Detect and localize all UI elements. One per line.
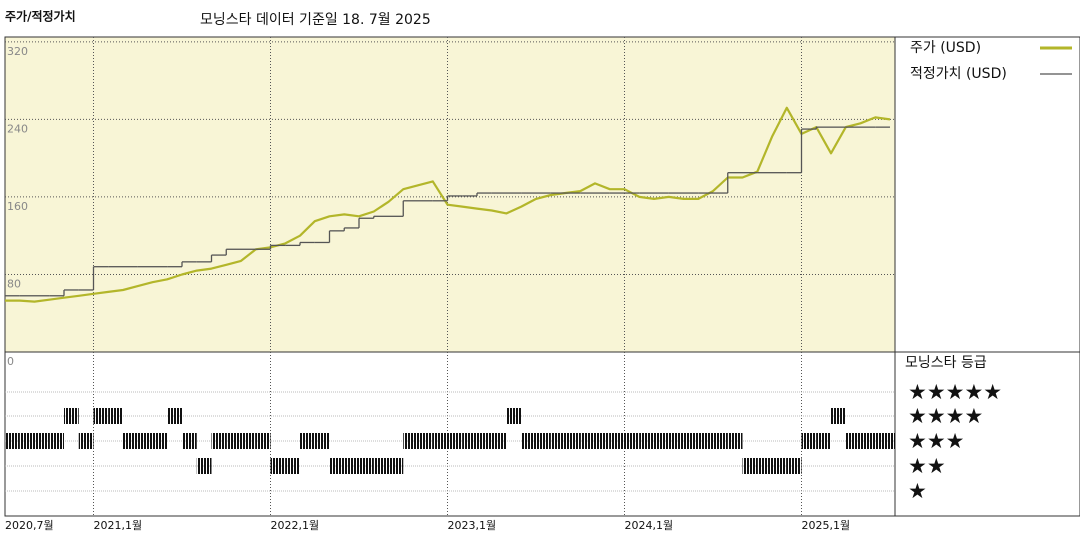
plot-background (5, 37, 895, 352)
rating-bar (285, 458, 300, 474)
rating-bar (241, 433, 256, 449)
y-tick-label: 160 (7, 200, 28, 213)
rating-bar (93, 408, 109, 424)
rating-bar (757, 458, 772, 474)
rating-bar (403, 433, 418, 449)
rating-title: 모닝스타 등급 (905, 355, 987, 371)
rating-bar (831, 408, 846, 424)
rating-bar (565, 433, 581, 449)
rating-bar (580, 433, 595, 449)
x-tick-label: 2021,1월 (94, 519, 143, 532)
rating-bar (432, 433, 448, 449)
rating-bar (211, 433, 227, 449)
rating-bar (329, 458, 345, 474)
x-tick-label: 2022,1월 (271, 519, 320, 532)
price-line (5, 106, 891, 303)
rating-bar (226, 433, 241, 449)
frame (4, 36, 1080, 517)
rating-bar (477, 433, 492, 449)
rating-bar (536, 433, 551, 449)
y-tick-label: 0 (7, 355, 14, 368)
rating-bar (447, 433, 463, 449)
chart-title: 주가/적정가치 (5, 9, 76, 24)
rating-bar (890, 433, 895, 449)
rating-bar (255, 433, 271, 449)
rating-bar (595, 433, 610, 449)
rating-bar (624, 433, 640, 449)
rating-bar (137, 433, 153, 449)
legend-label: 주가 (USD) (910, 40, 981, 56)
rating-level-label: ★★★ (908, 429, 964, 453)
rating-bar (34, 433, 50, 449)
rating-bar (78, 433, 94, 449)
rating-bar (182, 433, 197, 449)
rating-bar (359, 458, 374, 474)
chart-subtitle: 모닝스타 데이터 기준일 18. 7월 2025 (200, 12, 431, 28)
rating-bar (668, 433, 684, 449)
rating-bar (108, 408, 123, 424)
rating-bar (167, 408, 182, 424)
rating-bar (860, 433, 876, 449)
rating-bar (270, 458, 286, 474)
rating-bar (19, 433, 35, 449)
rating-bar (786, 458, 802, 474)
rating-bar (801, 433, 817, 449)
rating-bar (816, 433, 831, 449)
legend-label: 적정가치 (USD) (910, 66, 1007, 82)
rating-bar (845, 433, 861, 449)
rating-bar (506, 408, 522, 424)
rating-bar (196, 458, 212, 474)
rating-level-label: ★★★★ (908, 404, 983, 428)
rating-bar (683, 433, 699, 449)
x-tick-label: 2023,1월 (448, 519, 497, 532)
rating-level-label: ★★ (908, 454, 946, 478)
x-tick-label: 2020,7월 (5, 519, 54, 532)
rating-bar (713, 433, 728, 449)
x-tick-label: 2024,1월 (625, 519, 674, 532)
rating-bar (639, 433, 654, 449)
rating-bar (772, 458, 787, 474)
rating-bar (152, 433, 168, 449)
x-tick-label: 2025,1월 (802, 519, 851, 532)
rating-bar (5, 433, 20, 449)
rating-bar (373, 458, 389, 474)
rating-bar (64, 408, 79, 424)
rating-bar (300, 433, 315, 449)
rating-bar (521, 433, 536, 449)
rating-bar (388, 458, 404, 474)
rating-bar (875, 433, 890, 449)
rating-bar (727, 433, 743, 449)
rating-bar (49, 433, 64, 449)
rating-bar (550, 433, 566, 449)
rating-bar (491, 433, 507, 449)
rating-bar (742, 458, 758, 474)
rating-bar (314, 433, 330, 449)
rating-bar (698, 433, 713, 449)
rating-bar (609, 433, 625, 449)
rating-bar (654, 433, 669, 449)
y-tick-label: 240 (7, 122, 28, 135)
y-tick-label: 80 (7, 277, 21, 290)
y-tick-label: 320 (7, 45, 28, 58)
rating-bar (462, 433, 477, 449)
rating-level-label: ★★★★★ (908, 380, 1002, 404)
rating-level-label: ★ (908, 479, 927, 503)
rating-bar (123, 433, 138, 449)
rating-bar (344, 458, 359, 474)
rating-bar (418, 433, 433, 449)
